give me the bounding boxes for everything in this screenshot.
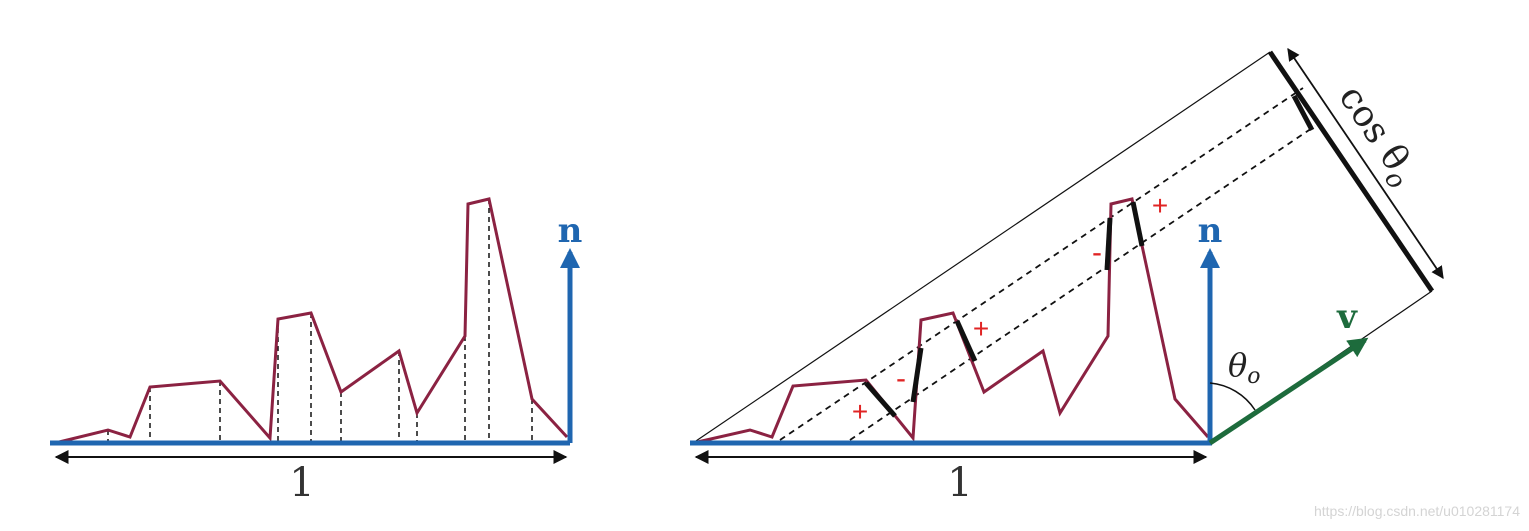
- sign-plus-2: +: [973, 313, 989, 344]
- left-width-label: 1: [289, 460, 314, 506]
- grazing-ray: [692, 51, 1271, 444]
- sign-plus-3: +: [1152, 190, 1168, 221]
- view-angle-subscript: o: [1247, 364, 1260, 389]
- left-panel: n 1: [50, 197, 583, 506]
- sign-minus-1: -: [896, 362, 906, 395]
- view-direction-label: v: [1336, 297, 1358, 337]
- right-width-label: 1: [947, 460, 972, 506]
- left-microsurface: [54, 197, 569, 445]
- right-microsurface: [692, 197, 1210, 445]
- view-angle-label: θo: [1228, 346, 1261, 389]
- left-normal-label: n: [558, 211, 583, 251]
- sign-minus-2: -: [1092, 236, 1102, 269]
- right-panel: + - + - + cos θo n v θo 1: [690, 47, 1444, 506]
- projected-area-arrow: [1287, 47, 1444, 280]
- right-projection-dashes: [779, 87, 1316, 441]
- watermark-text: https://blog.csdn.net/u010281174: [1314, 503, 1520, 519]
- view-direction-arrow: [1208, 337, 1369, 446]
- sign-plus-1: +: [852, 396, 868, 427]
- view-angle-arc: [1209, 382, 1256, 411]
- right-normal-label: n: [1198, 211, 1223, 251]
